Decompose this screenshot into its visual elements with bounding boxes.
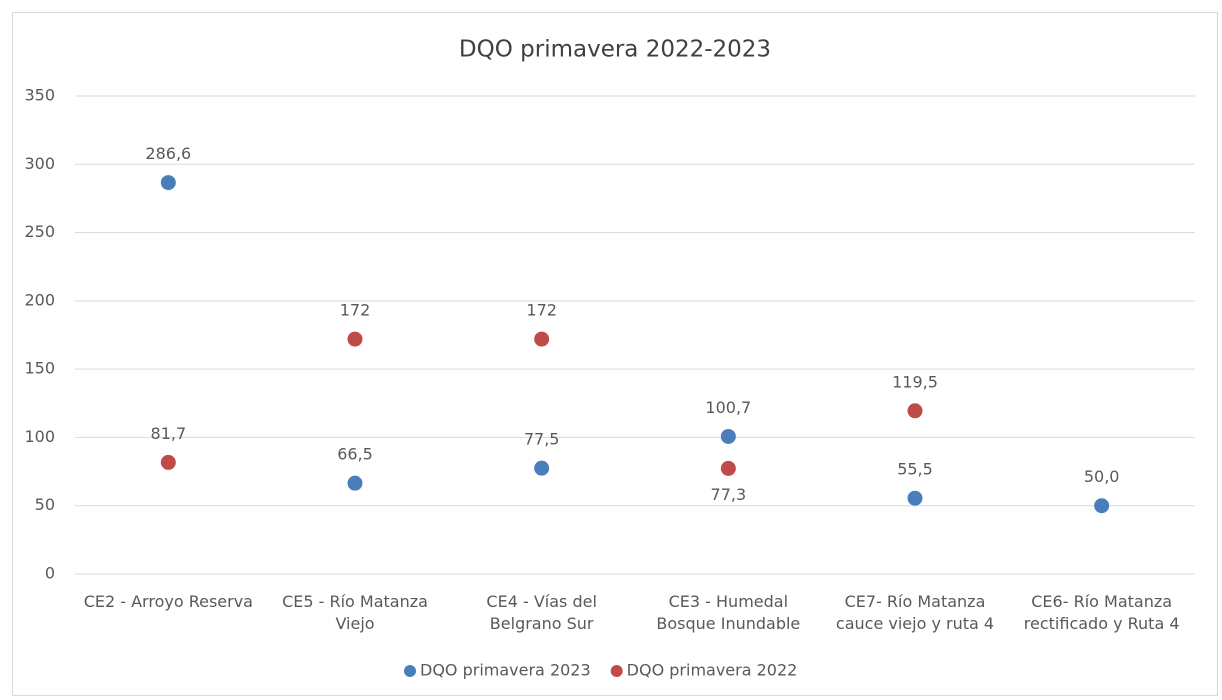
marker bbox=[160, 175, 176, 191]
legend-marker bbox=[404, 665, 416, 677]
data-label: 81,7 bbox=[151, 424, 187, 443]
marker bbox=[720, 460, 736, 476]
data-label: 119,5 bbox=[892, 372, 938, 391]
marker bbox=[347, 331, 363, 347]
y-tick-label: 100 bbox=[24, 427, 55, 446]
y-tick-label: 200 bbox=[24, 290, 55, 309]
x-tick-label: CE5 - Río Matanza Viejo bbox=[282, 592, 428, 633]
marker bbox=[907, 403, 923, 419]
y-tick-label: 300 bbox=[24, 154, 55, 173]
legend-label: DQO primavera 2022 bbox=[627, 661, 798, 680]
chart-title: DQO primavera 2022-2023 bbox=[459, 37, 771, 63]
x-tick-label: CE6- Río Matanza rectificado y Ruta 4 bbox=[1023, 592, 1180, 633]
y-tick-label: 0 bbox=[45, 564, 55, 583]
marker bbox=[1094, 498, 1110, 514]
data-label: 77,5 bbox=[524, 430, 560, 449]
data-label: 286,6 bbox=[145, 144, 191, 163]
x-tick-label: CE4 - Vías del Belgrano Sur bbox=[486, 592, 597, 633]
data-label: 50,0 bbox=[1084, 467, 1120, 486]
data-label: 100,7 bbox=[705, 398, 751, 417]
legend-marker bbox=[610, 665, 623, 677]
chart-frame bbox=[12, 12, 1218, 696]
marker bbox=[347, 475, 363, 491]
y-tick-label: 50 bbox=[35, 495, 55, 514]
marker bbox=[720, 428, 736, 444]
data-label: 66,5 bbox=[337, 445, 373, 464]
y-tick-label: 350 bbox=[24, 86, 55, 105]
marker bbox=[534, 460, 550, 476]
x-tick-label: CE2 - Arroyo Reserva bbox=[83, 592, 253, 611]
marker bbox=[160, 454, 176, 470]
marker bbox=[534, 331, 550, 347]
data-label: 55,5 bbox=[897, 460, 933, 479]
marker bbox=[907, 490, 923, 506]
x-tick-label: CE3 - Humedal Bosque Inundable bbox=[656, 592, 801, 633]
data-label: 77,3 bbox=[711, 485, 747, 504]
data-label: 172 bbox=[340, 301, 371, 320]
x-tick-label: CE7- Río Matanza cauce viejo y ruta 4 bbox=[835, 592, 995, 633]
y-tick-label: 150 bbox=[24, 359, 55, 378]
legend-label: DQO primavera 2023 bbox=[420, 661, 591, 680]
y-tick-label: 250 bbox=[24, 222, 55, 241]
data-label: 172 bbox=[526, 301, 557, 320]
